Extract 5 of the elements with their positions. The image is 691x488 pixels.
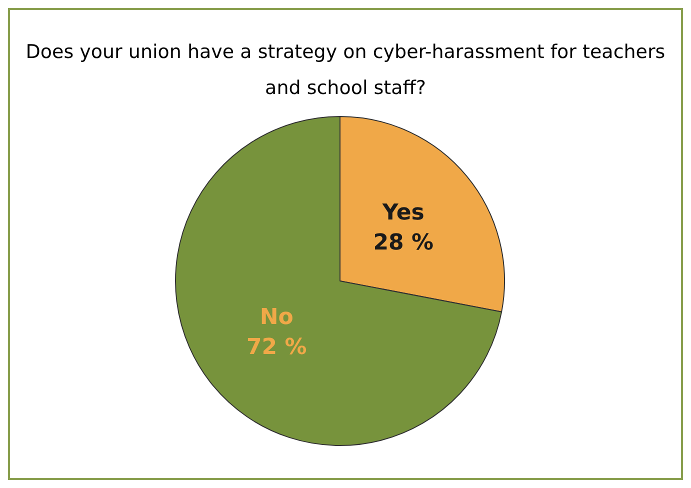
data-label: 28 %	[373, 230, 434, 256]
slice-label: Yes	[381, 200, 424, 226]
data-label: 72 %	[246, 335, 307, 360]
chart-title: Does your union have a strategy on cyber-harassment for teachers and school staff?	[24, 40, 666, 101]
slice-label: No	[260, 305, 294, 330]
